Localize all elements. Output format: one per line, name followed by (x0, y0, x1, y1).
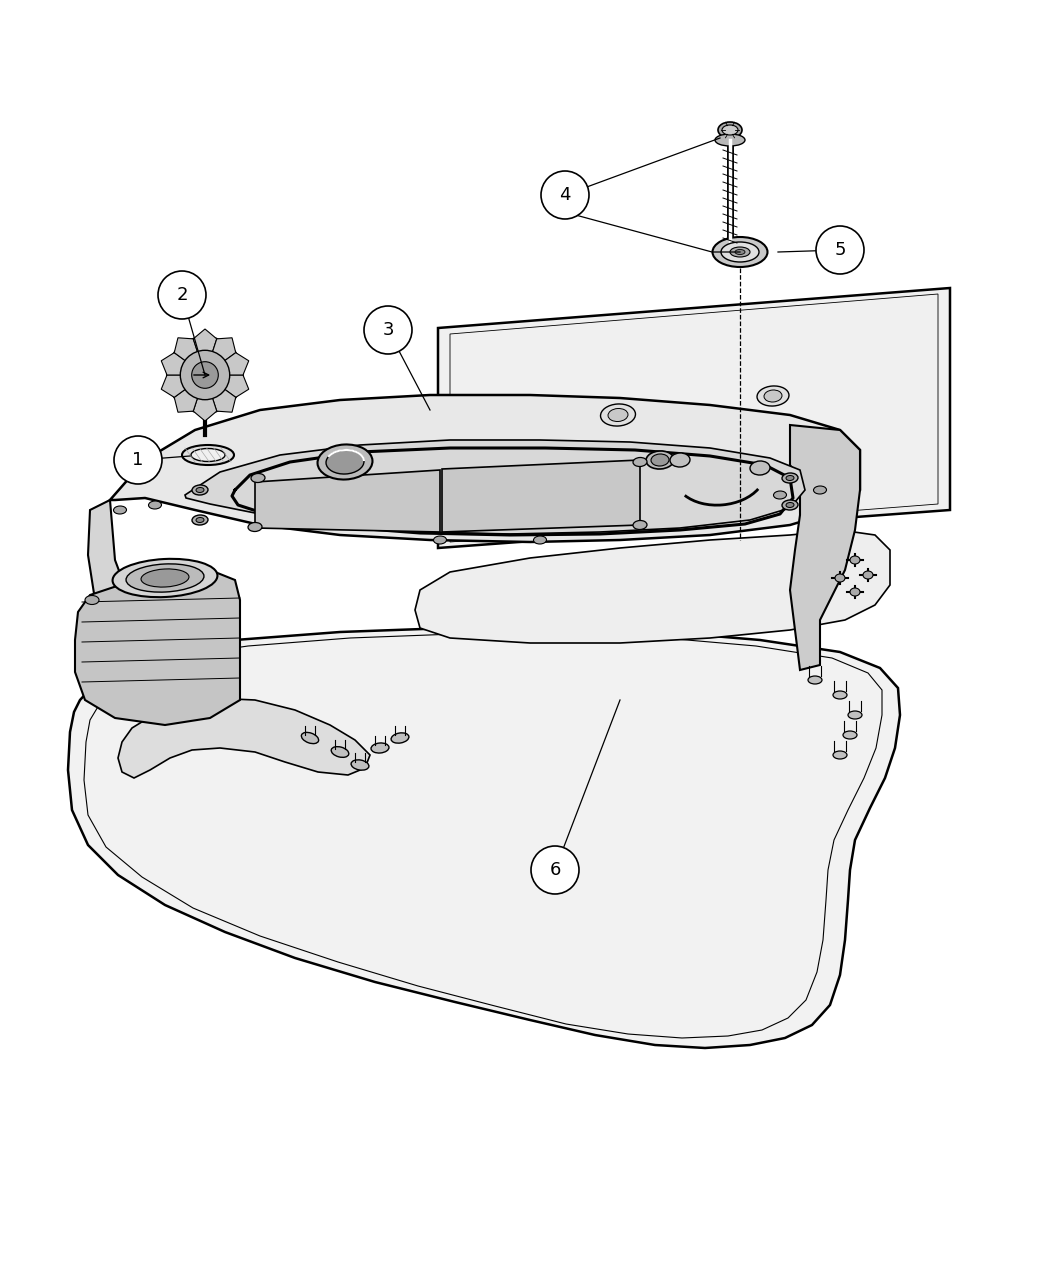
Ellipse shape (251, 473, 265, 482)
Polygon shape (185, 440, 805, 534)
Polygon shape (450, 295, 938, 542)
Polygon shape (205, 375, 236, 412)
Polygon shape (75, 572, 240, 725)
Circle shape (158, 272, 206, 319)
Circle shape (541, 171, 589, 219)
Polygon shape (442, 460, 640, 532)
Text: 2: 2 (176, 286, 188, 303)
Polygon shape (162, 375, 205, 398)
Circle shape (816, 226, 864, 274)
Ellipse shape (757, 386, 789, 405)
Ellipse shape (533, 536, 546, 544)
Ellipse shape (850, 556, 860, 564)
Polygon shape (193, 329, 216, 375)
Ellipse shape (651, 454, 669, 465)
Polygon shape (205, 338, 236, 375)
Circle shape (181, 351, 230, 399)
Ellipse shape (192, 515, 208, 525)
Ellipse shape (774, 491, 786, 499)
Ellipse shape (718, 122, 742, 138)
Ellipse shape (715, 134, 746, 147)
Ellipse shape (182, 445, 234, 465)
Ellipse shape (863, 571, 873, 579)
Ellipse shape (730, 247, 750, 258)
Ellipse shape (148, 501, 162, 509)
Ellipse shape (722, 125, 738, 135)
Polygon shape (174, 375, 205, 412)
Text: 1: 1 (132, 451, 144, 469)
Ellipse shape (608, 408, 628, 422)
Ellipse shape (192, 484, 208, 495)
Polygon shape (84, 634, 882, 1038)
Ellipse shape (670, 453, 690, 467)
Circle shape (364, 306, 412, 354)
Ellipse shape (633, 458, 647, 467)
Polygon shape (255, 470, 440, 532)
Ellipse shape (808, 676, 822, 683)
Polygon shape (68, 629, 900, 1048)
Ellipse shape (814, 486, 826, 493)
Ellipse shape (301, 732, 318, 743)
Ellipse shape (713, 237, 768, 266)
Circle shape (114, 436, 162, 484)
Ellipse shape (191, 449, 225, 462)
Ellipse shape (126, 564, 204, 592)
Ellipse shape (735, 250, 746, 255)
Polygon shape (174, 338, 205, 375)
Circle shape (531, 847, 579, 894)
Ellipse shape (434, 536, 446, 544)
Ellipse shape (782, 500, 798, 510)
Ellipse shape (141, 569, 189, 586)
Circle shape (167, 337, 243, 413)
Ellipse shape (391, 733, 408, 743)
Polygon shape (438, 288, 950, 548)
Polygon shape (415, 530, 890, 643)
Ellipse shape (196, 518, 204, 523)
Text: 6: 6 (549, 861, 561, 878)
Ellipse shape (833, 691, 847, 699)
Text: 3: 3 (382, 321, 394, 339)
Ellipse shape (85, 595, 99, 604)
Ellipse shape (601, 404, 635, 426)
Ellipse shape (835, 574, 845, 581)
Polygon shape (790, 425, 860, 669)
Ellipse shape (782, 473, 798, 483)
Ellipse shape (850, 588, 860, 595)
Ellipse shape (371, 743, 388, 754)
Ellipse shape (646, 451, 674, 469)
Polygon shape (110, 395, 860, 542)
Polygon shape (205, 375, 249, 398)
Circle shape (192, 362, 218, 389)
Polygon shape (193, 375, 216, 421)
Ellipse shape (721, 242, 759, 261)
Ellipse shape (196, 487, 204, 492)
Ellipse shape (113, 506, 126, 514)
Ellipse shape (848, 711, 862, 719)
Ellipse shape (317, 445, 373, 479)
Ellipse shape (112, 558, 217, 597)
Ellipse shape (326, 450, 364, 474)
Ellipse shape (331, 747, 349, 757)
Polygon shape (205, 353, 249, 375)
Ellipse shape (833, 751, 847, 759)
Ellipse shape (351, 760, 369, 770)
Polygon shape (162, 353, 205, 375)
Ellipse shape (764, 390, 782, 402)
Text: 5: 5 (835, 241, 845, 259)
Polygon shape (88, 500, 210, 710)
Ellipse shape (750, 462, 770, 476)
Ellipse shape (786, 502, 794, 507)
Text: 4: 4 (560, 186, 571, 204)
Ellipse shape (633, 520, 647, 529)
Ellipse shape (786, 476, 794, 481)
Ellipse shape (843, 731, 857, 739)
Ellipse shape (248, 523, 262, 532)
Polygon shape (118, 697, 370, 778)
